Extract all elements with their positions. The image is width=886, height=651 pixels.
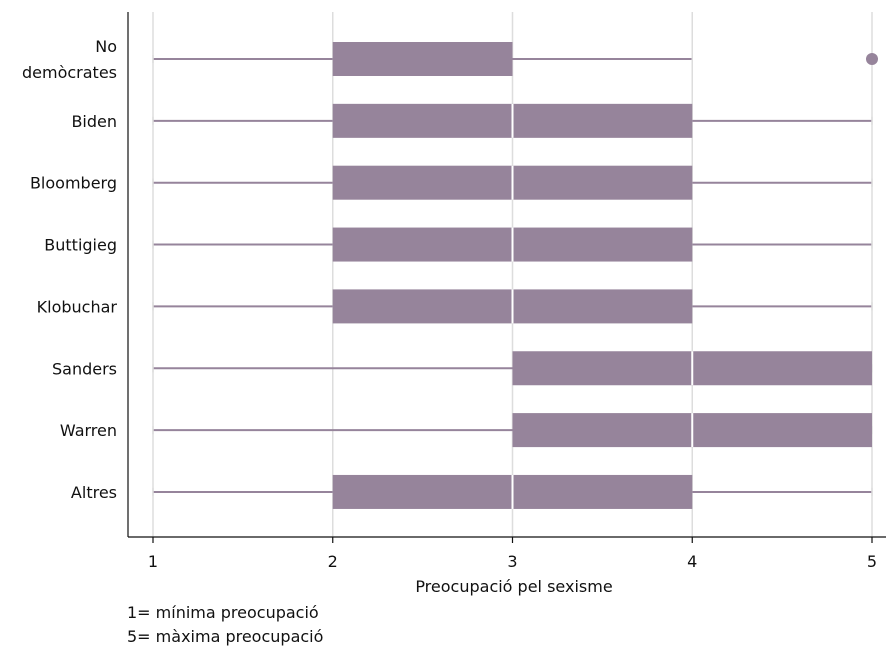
- scale-min-note: 1= mínima preocupació: [127, 603, 319, 622]
- x-tick-label-2: 2: [328, 552, 338, 571]
- x-tick-label-1: 1: [148, 552, 158, 571]
- x-axis-title: Preocupació pel sexisme: [415, 577, 612, 596]
- category-label-warren: Warren: [60, 421, 117, 440]
- x-tick-label-5: 5: [867, 552, 877, 571]
- x-tick-label-4: 4: [687, 552, 697, 571]
- category-label-klobuchar: Klobuchar: [37, 297, 118, 316]
- category-label-altres: Altres: [71, 483, 117, 502]
- box-no-dem-crates: [332, 42, 513, 76]
- outlier-no-dem-crates-0: [866, 53, 878, 65]
- scale-max-note: 5= màxima preocupació: [127, 627, 324, 646]
- category-label-no-dem-crates-line2: demòcrates: [22, 63, 117, 82]
- category-label-bloomberg: Bloomberg: [30, 174, 117, 193]
- category-label-no-dem-crates-line1: No: [95, 37, 117, 56]
- x-tick-label-3: 3: [507, 552, 517, 571]
- category-label-buttigieg: Buttigieg: [44, 236, 117, 255]
- category-label-sanders: Sanders: [52, 359, 117, 378]
- category-label-biden: Biden: [71, 112, 117, 131]
